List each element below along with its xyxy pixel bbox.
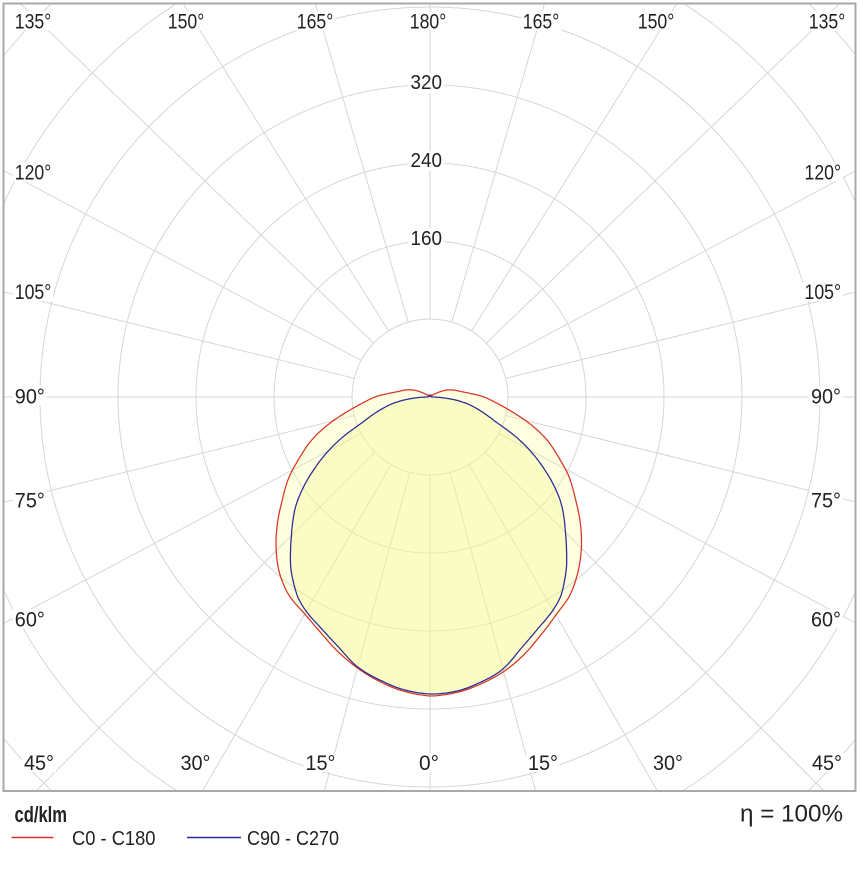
- svg-text:105°: 105°: [15, 281, 52, 304]
- svg-text:η = 100%: η = 100%: [740, 801, 843, 828]
- svg-text:60°: 60°: [15, 608, 45, 631]
- svg-text:150°: 150°: [168, 11, 205, 34]
- svg-text:165°: 165°: [297, 11, 334, 34]
- svg-text:120°: 120°: [805, 162, 842, 185]
- svg-text:45°: 45°: [812, 752, 842, 775]
- svg-text:135°: 135°: [15, 11, 52, 34]
- svg-text:75°: 75°: [15, 490, 45, 513]
- svg-text:90°: 90°: [811, 385, 841, 408]
- svg-text:180°: 180°: [410, 11, 447, 34]
- svg-text:165°: 165°: [523, 11, 560, 34]
- svg-text:30°: 30°: [181, 752, 211, 775]
- svg-text:15°: 15°: [306, 752, 336, 775]
- svg-text:160: 160: [411, 228, 443, 250]
- svg-text:120°: 120°: [15, 162, 52, 185]
- svg-text:90°: 90°: [15, 385, 45, 408]
- svg-text:75°: 75°: [811, 490, 841, 513]
- svg-text:15°: 15°: [528, 752, 558, 775]
- svg-text:30°: 30°: [653, 752, 683, 775]
- svg-text:320: 320: [411, 72, 443, 94]
- svg-text:60°: 60°: [811, 608, 841, 631]
- svg-text:C90 - C270: C90 - C270: [247, 828, 339, 850]
- svg-text:cd/klm: cd/klm: [15, 802, 68, 827]
- svg-text:C0 - C180: C0 - C180: [72, 828, 156, 850]
- svg-text:0°: 0°: [419, 752, 439, 775]
- svg-text:135°: 135°: [809, 11, 846, 34]
- svg-text:240: 240: [411, 150, 443, 172]
- svg-text:45°: 45°: [24, 752, 54, 775]
- svg-text:105°: 105°: [805, 281, 842, 304]
- svg-text:150°: 150°: [638, 11, 675, 34]
